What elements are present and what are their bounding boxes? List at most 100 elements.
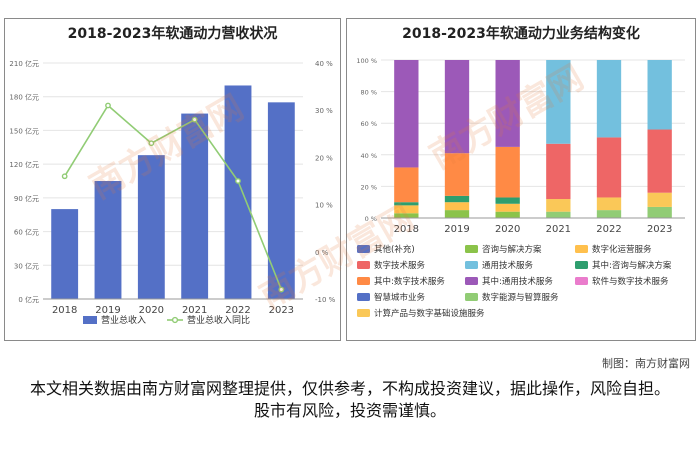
revenue-bar — [137, 155, 165, 299]
segment-通用技术服务 — [546, 60, 571, 144]
x-tick-label: 2022 — [596, 224, 621, 235]
legend-label: 其他(补充) — [374, 244, 415, 255]
x-tick-label: 2020 — [495, 224, 520, 235]
segment-数字能源与智算服务 — [647, 206, 672, 218]
segment-其中:通用技术服务 — [444, 60, 470, 154]
legend-label: 软件与数字技术服务 — [592, 276, 669, 287]
legend-label: 咨询与解决方案 — [482, 244, 542, 255]
legend-swatch — [357, 261, 370, 269]
segment-数字能源与智算服务 — [596, 210, 622, 218]
revenue-bar — [94, 181, 122, 299]
legend-label: 其中:数字技术服务 — [374, 276, 445, 287]
x-tick-label: 2022 — [225, 305, 250, 316]
segment-咨询与解决方案 — [444, 210, 470, 218]
segment-其中:咨询与解决方案 — [394, 202, 419, 206]
disclaimer-text: 本文相关数据由南方财富网整理提供，仅供参考，不构成投资建议，据此操作，风险自担。… — [30, 379, 671, 420]
y-right-tick-label: 40 % — [315, 60, 333, 68]
y-left-tick-label: 30 亿元 — [14, 261, 39, 270]
segment-数字技术服务 — [596, 137, 622, 198]
legend-swatch — [465, 293, 478, 301]
structure-chart: 0 % 20 % 40 % 60 % 80 % 100 % 2018 2019 2020 2021… — [356, 57, 685, 319]
revenue-bar — [51, 209, 79, 299]
y-left-tick-label: 0 亿元 — [18, 295, 39, 304]
yoy-point — [235, 178, 241, 184]
y-right-tick-label: 0 % — [315, 249, 329, 257]
y-left-tick-label: 90 亿元 — [14, 194, 39, 203]
legend-swatch — [357, 245, 370, 253]
segment-咨询与解决方案 — [495, 211, 520, 218]
x-tick-label: 2018 — [52, 305, 77, 316]
legend-label: 智慧城市业务 — [374, 292, 426, 303]
legend-swatch — [465, 261, 478, 269]
legend-label: 数字能源与智算服务 — [482, 292, 559, 303]
legend-swatch — [357, 309, 370, 317]
legend-label: 数字化运营服务 — [592, 244, 652, 255]
segment-数字化运营服务 — [495, 203, 520, 212]
segment-计算产品与数字基础设施服务 — [546, 199, 571, 212]
x-tick-label: 2019 — [95, 305, 120, 316]
yoy-point — [278, 286, 285, 293]
y-tick-label: 100 % — [356, 57, 377, 65]
y-tick-label: 40 % — [360, 152, 377, 160]
segment-其中:咨询与解决方案 — [444, 195, 470, 203]
legend-label: 数字技术服务 — [374, 260, 426, 271]
credit-label: 制图：南方财富网 — [602, 357, 690, 370]
segment-通用技术服务 — [647, 60, 672, 130]
legend-swatch-revenue — [83, 316, 97, 324]
structure-chart-panel: 2018-2023年软通动力业务结构变化 0 % 20 % 40 % 60 % 80 %… — [346, 18, 696, 341]
y-left-tick-label: 210 亿元 — [9, 59, 39, 68]
yoy-point — [61, 173, 68, 180]
y-tick-label: 0 % — [365, 215, 377, 223]
y-tick-label: 20 % — [360, 183, 377, 191]
x-tick-label: 2023 — [269, 305, 294, 316]
y-right-tick-label: 20 % — [315, 154, 333, 162]
legend-label-revenue: 营业总收入 — [101, 314, 146, 326]
legend-label: 其中:咨询与解决方案 — [592, 260, 672, 271]
segment-数字化运营服务 — [394, 205, 419, 214]
y-left-tick-label: 180 亿元 — [9, 93, 39, 102]
y-left-tick-label: 120 亿元 — [9, 160, 39, 169]
segment-其中:数字技术服务 — [444, 153, 470, 196]
segment-数字化运营服务 — [444, 202, 470, 211]
y-tick-label: 60 % — [360, 120, 377, 128]
segment-数字技术服务 — [647, 129, 672, 193]
yoy-line — [63, 104, 283, 290]
x-tick-label: 2023 — [647, 224, 672, 235]
legend-label: 通用技术服务 — [482, 260, 534, 271]
x-tick-label: 2019 — [444, 224, 469, 235]
y-left-tick-label: 150 亿元 — [9, 126, 39, 135]
legend-label-yoy: 营业总收入同比 — [187, 314, 250, 326]
revenue-chart-title: 2018-2023年软通动力营收状况 — [67, 26, 278, 42]
segment-其中:数字技术服务 — [394, 167, 419, 203]
legend-swatch — [465, 245, 478, 253]
y-right-tick-label: 10 % — [315, 202, 333, 210]
x-tick-label: 2021 — [182, 305, 207, 316]
yoy-point — [191, 116, 198, 123]
segment-计算产品与数字基础设施服务 — [596, 197, 622, 211]
y-right-tick-label: 30 % — [315, 107, 333, 115]
legend-swatch — [575, 245, 588, 253]
segment-咨询与解决方案 — [394, 213, 419, 218]
revenue-bar — [181, 113, 209, 299]
y-left-tick-label: 60 亿元 — [14, 228, 39, 237]
legend-swatch — [465, 277, 478, 285]
legend-swatch-yoy-marker — [171, 316, 179, 324]
segment-其中:咨询与解决方案 — [495, 197, 520, 204]
x-tick-label: 2020 — [139, 305, 164, 316]
segment-通用技术服务 — [596, 60, 622, 138]
legend-label: 计算产品与数字基础设施服务 — [374, 308, 485, 319]
revenue-chart-panel: 2018-2023年软通动力营收状况 0 亿元 30 亿元 60 亿元 90 亿元 12… — [4, 18, 341, 341]
legend-swatch — [575, 277, 588, 285]
x-tick-label: 2021 — [546, 224, 571, 235]
segment-数字技术服务 — [546, 143, 571, 200]
legend-swatch — [575, 261, 588, 269]
legend-swatch — [357, 277, 370, 285]
y-right-tick-label: -10 % — [315, 296, 336, 304]
x-tick-label: 2018 — [394, 224, 419, 235]
segment-数字能源与智算服务 — [546, 211, 571, 218]
yoy-point — [148, 140, 155, 147]
yoy-point — [105, 102, 111, 109]
segment-其中:通用技术服务 — [495, 60, 520, 147]
legend-label: 其中:通用技术服务 — [482, 276, 553, 287]
segment-计算产品与数字基础设施服务 — [647, 192, 672, 207]
